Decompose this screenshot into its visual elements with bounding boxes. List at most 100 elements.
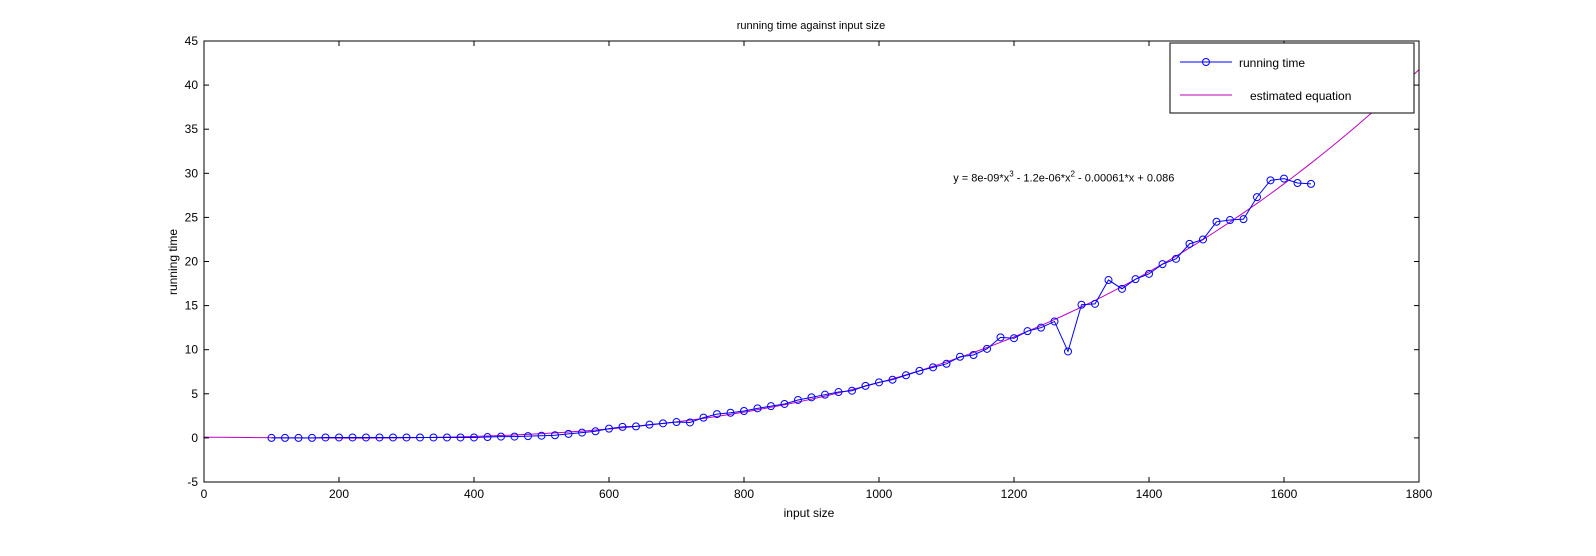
data-point	[308, 433, 316, 442]
data-point	[672, 418, 681, 427]
data-point	[335, 433, 343, 442]
x-tick-label: 1000	[866, 487, 893, 501]
x-tick-label: 1400	[1136, 487, 1163, 501]
data-point	[834, 388, 843, 397]
x-tick-label: 1200	[1001, 487, 1028, 501]
data-point	[1023, 327, 1032, 336]
data-point	[497, 432, 505, 441]
data-point	[429, 433, 438, 442]
data-point	[780, 399, 789, 408]
x-tick-label: 600	[599, 487, 619, 501]
data-point	[375, 433, 384, 442]
data-point	[321, 433, 330, 442]
x-tick-label: 200	[329, 487, 349, 501]
x-tick-label: 800	[734, 487, 754, 501]
data-point	[564, 429, 573, 438]
data-point	[470, 433, 478, 442]
y-tick-label: 40	[185, 78, 199, 92]
data-point	[699, 413, 708, 422]
data-point	[362, 433, 370, 442]
data-point	[605, 424, 613, 433]
y-tick-label: 5	[191, 387, 198, 401]
data-point	[956, 352, 964, 361]
equation-part: - 0.00061*x + 0.086	[1075, 173, 1174, 185]
axis-ticks: 0 200 400 600 800 1000 1200 1400 1600 1800-505101…	[185, 34, 1433, 501]
data-point	[591, 427, 600, 436]
data-point	[632, 422, 640, 431]
data-point	[942, 359, 951, 368]
equation-superscript: 3	[1009, 170, 1014, 179]
data-point	[524, 432, 532, 441]
data-point	[537, 431, 546, 440]
data-point	[1253, 193, 1261, 202]
legend-label-estimated-equation: estimated equation	[1250, 89, 1351, 103]
y-tick-label: 10	[185, 343, 199, 357]
data-point	[1037, 323, 1045, 332]
data-point	[389, 433, 397, 442]
data-point	[1266, 176, 1275, 185]
data-point	[348, 433, 357, 442]
y-tick-label: 30	[185, 166, 199, 180]
y-axis-label: running time	[166, 229, 180, 295]
data-point	[645, 420, 654, 429]
data-point	[915, 366, 924, 375]
data-point	[726, 408, 735, 417]
data-point	[443, 433, 451, 442]
data-point	[551, 431, 559, 440]
data-point	[983, 344, 991, 353]
equation-part: y = 8e-09*x	[953, 173, 1009, 185]
data-point	[618, 422, 627, 431]
data-point	[848, 386, 856, 395]
data-point	[1050, 317, 1059, 326]
data-point	[1131, 275, 1140, 284]
data-point	[1010, 334, 1018, 343]
y-tick-label: 45	[185, 34, 199, 48]
data-point	[1077, 300, 1086, 309]
y-tick-label: -5	[187, 475, 198, 489]
data-point	[483, 433, 492, 442]
equation-superscript: 2	[1071, 170, 1076, 179]
equation-annotation: y = 8e-09*x3 - 1.2e-06*x2 - 0.00061*x + …	[953, 170, 1174, 185]
data-point	[713, 410, 721, 419]
data-point	[1118, 284, 1126, 293]
y-tick-label: 15	[185, 299, 199, 313]
data-point	[794, 395, 802, 404]
legend-box	[1169, 42, 1415, 114]
y-tick-label: 0	[191, 431, 198, 445]
data-point	[753, 404, 762, 413]
plot-area	[204, 41, 1419, 482]
data-point	[888, 375, 897, 384]
data-point	[416, 433, 424, 442]
data-point	[686, 418, 694, 427]
data-point	[969, 350, 978, 359]
chart-title: running time against input size	[737, 20, 886, 32]
data-point	[1239, 215, 1248, 224]
legend: running time estimated equation	[1169, 42, 1415, 114]
data-point	[402, 433, 411, 442]
x-tick-label: 1600	[1271, 487, 1298, 501]
data-point	[807, 393, 816, 402]
data-point	[294, 433, 303, 442]
legend-label-running-time: running time	[1239, 56, 1305, 70]
x-tick-label: 0	[201, 487, 208, 501]
legend-marker-running-time	[1202, 58, 1210, 66]
y-tick-label: 35	[185, 122, 199, 136]
data-point	[1280, 174, 1288, 183]
data-point	[267, 433, 276, 442]
data-point	[1307, 179, 1315, 188]
data-point	[1158, 260, 1167, 269]
data-point	[659, 419, 667, 428]
data-point	[929, 363, 937, 372]
data-point	[1145, 269, 1153, 278]
x-axis-label: input size	[784, 506, 835, 520]
x-tick-label: 1800	[1406, 487, 1433, 501]
data-point	[875, 378, 883, 387]
data-point	[1293, 179, 1302, 188]
data-point	[1226, 216, 1234, 225]
data-point	[767, 402, 775, 411]
data-point	[510, 432, 519, 441]
data-point	[902, 371, 910, 380]
data-point	[1064, 347, 1072, 356]
data-point	[1104, 276, 1113, 285]
